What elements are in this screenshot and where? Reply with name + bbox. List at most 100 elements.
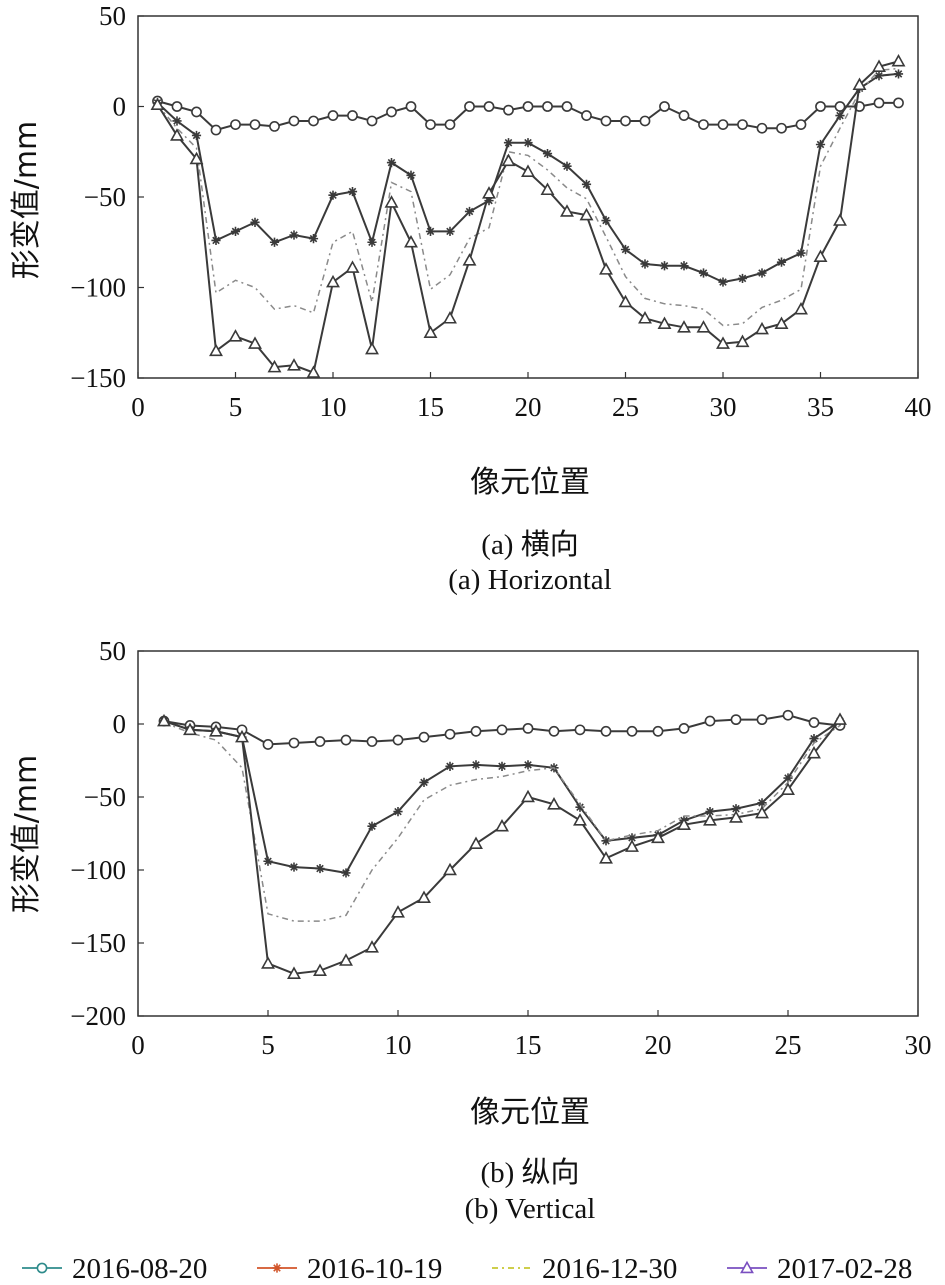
data-point: [542, 148, 553, 159]
data-point: [579, 207, 594, 221]
data-point: [731, 804, 741, 814]
data-point: [782, 709, 794, 721]
data-point: [503, 138, 514, 148]
y-axis-label-b: 形变值/mm: [9, 755, 44, 914]
y-tick-label: 50: [99, 1, 126, 31]
data-point: [503, 104, 514, 116]
data-point: [601, 215, 611, 226]
data-point: [339, 953, 353, 966]
y-tick-label: 0: [113, 709, 127, 739]
x-tick-label: 30: [710, 392, 737, 422]
legend-label: 2016-10-19: [307, 1253, 442, 1285]
y-tick-label: −100: [70, 273, 126, 303]
data-point: [250, 217, 260, 227]
data-point: [210, 124, 222, 136]
data-point: [386, 158, 397, 168]
data-point: [249, 119, 261, 130]
data-point: [384, 195, 399, 208]
data-point: [183, 722, 197, 736]
data-point: [386, 106, 397, 118]
data-point: [873, 97, 885, 109]
data-point: [581, 110, 592, 121]
caption-en-b: (b) Vertical: [465, 1193, 596, 1225]
data-point: [391, 905, 405, 918]
data-point: [698, 119, 709, 130]
data-point: [776, 257, 787, 267]
data-point: [618, 294, 633, 308]
plot-frame-b: [137, 650, 919, 1017]
legend-item-2016-10-19: 2016-10-19: [257, 1253, 442, 1285]
data-point: [874, 71, 884, 81]
data-point: [833, 213, 847, 226]
data-point: [807, 745, 821, 759]
data-point: [191, 130, 202, 141]
series-line: [156, 67, 899, 327]
series-group-b: [157, 709, 847, 979]
caption-cn-b: (b) 纵向: [480, 1156, 579, 1189]
data-point: [627, 833, 637, 843]
data-point: [677, 320, 691, 333]
x-tick-label: 15: [515, 1030, 542, 1060]
data-point: [347, 110, 358, 121]
data-point: [581, 179, 592, 189]
x-tick-label: 10: [320, 392, 347, 422]
data-point: [189, 151, 204, 165]
data-point: [443, 862, 457, 876]
data-point: [469, 836, 483, 850]
data-point: [267, 359, 282, 373]
data-point: [620, 115, 631, 127]
data-point: [288, 115, 300, 127]
data-point: [891, 54, 906, 67]
data-point: [626, 725, 638, 737]
data-point: [405, 101, 417, 112]
data-point: [815, 139, 826, 150]
data-point: [423, 325, 438, 339]
data-point: [835, 110, 845, 121]
data-point: [367, 821, 377, 831]
data-point: [230, 226, 241, 236]
series-2016-08-20: [152, 95, 904, 136]
data-point: [560, 204, 574, 217]
x-axis-label-b: 像元位置: [470, 1095, 590, 1130]
data-point: [501, 153, 516, 167]
panel-vertical: 0 5 10 15 20 25 30 50 0 −50 −100 −150 −200 形变值/mm 像元…: [9, 636, 932, 1225]
data-point: [573, 813, 587, 826]
data-point: [521, 789, 535, 803]
legend-label: 2016-08-20: [72, 1253, 207, 1285]
data-point: [755, 805, 769, 819]
data-point: [209, 724, 223, 737]
data-point: [425, 119, 436, 130]
data-point: [209, 343, 223, 357]
data-point: [809, 734, 819, 744]
data-point: [445, 761, 455, 771]
data-point: [815, 101, 826, 112]
data-point: [795, 119, 807, 130]
data-point: [230, 119, 241, 130]
data-point: [315, 863, 325, 874]
data-point: [781, 782, 795, 795]
y-tick-label: −150: [70, 363, 126, 393]
data-point: [308, 115, 319, 127]
data-point: [171, 101, 183, 112]
axis-ticks-a: 0 5 10 15 20 25 30 35 40 50 0 −50 −100 −150: [70, 1, 931, 422]
data-point: [561, 101, 573, 112]
data-point: [522, 101, 534, 112]
y-tick-label: 50: [99, 636, 126, 666]
legend: 2016-08-20 2016-10-19 2016-12-30 2017-02-28: [22, 1253, 912, 1285]
x-tick-label: 25: [612, 392, 639, 422]
x-tick-label: 10: [385, 1030, 412, 1060]
data-point: [170, 128, 184, 141]
data-point: [639, 115, 651, 127]
data-point: [366, 736, 378, 747]
x-tick-label: 0: [131, 1030, 145, 1060]
data-point: [757, 798, 767, 808]
panel-horizontal: 0 5 10 15 20 25 30 35 40 50 0 −50 −100 −150 形变值/mm 像元…: [9, 1, 932, 596]
data-point: [521, 164, 535, 177]
data-point: [484, 196, 494, 206]
data-point: [288, 737, 300, 749]
data-point: [718, 277, 728, 287]
data-point: [341, 868, 351, 878]
data-point: [756, 122, 768, 134]
data-point: [678, 722, 690, 734]
x-axis-label-a: 像元位置: [470, 465, 590, 500]
